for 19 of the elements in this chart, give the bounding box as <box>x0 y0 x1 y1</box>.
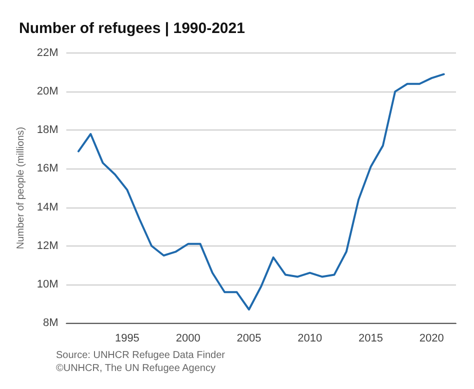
line-series <box>77 73 445 310</box>
x-tick-label: 2015 <box>358 332 383 344</box>
y-tick-label: 14M <box>36 201 58 214</box>
chart-title: Number of refugees | 1990-2021 <box>19 20 245 37</box>
x-tick-label: 1995 <box>114 332 140 344</box>
x-tick-label: 2020 <box>419 332 444 344</box>
y-tick-label: 18M <box>36 124 58 136</box>
y-tick-label: 20M <box>36 86 58 98</box>
y-tick-label: 8M <box>43 317 58 329</box>
y-tick-label: 16M <box>36 162 58 175</box>
x-tick-label: 2000 <box>176 332 200 344</box>
x-tick-label: 2005 <box>236 332 262 344</box>
source-note: Source: UNHCR Refugee Data Finder <box>56 350 226 361</box>
x-tick-label: 2010 <box>298 332 322 344</box>
y-tick-label: 10M <box>36 278 58 290</box>
text: ©UNHCR, The UN Refugee Agency <box>56 363 216 374</box>
y-tick-label: 22M <box>36 47 58 59</box>
y-tick-label: 12M <box>36 240 58 252</box>
y-axis-title: Number of people (millions) <box>16 126 26 250</box>
